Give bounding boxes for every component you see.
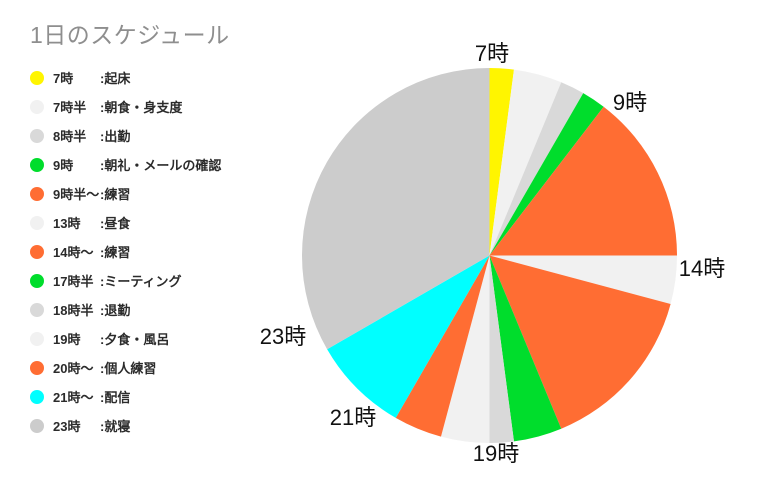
legend-item-activity: :夕食・風呂 (100, 332, 170, 347)
legend-item-time: 9時 (53, 158, 74, 173)
legend-item-activity: :起床 (100, 71, 131, 86)
legend-item-activity: :朝食・身支度 (100, 100, 183, 115)
legend-color-dot (30, 302, 44, 317)
legend-color-dot (30, 360, 44, 375)
pie-label-21h: 21時 (329, 405, 377, 430)
legend-item: 8時半 :出勤 (30, 121, 221, 150)
legend-item: 9時 :朝礼・メールの確認 (30, 150, 221, 179)
legend-item-time: 17時半 (53, 274, 94, 289)
legend-item: 18時半 :退勤 (30, 295, 221, 324)
legend-item-time: 7時 (53, 71, 74, 86)
legend-item-activity: :配信 (100, 390, 131, 405)
legend-color-dot (30, 186, 44, 201)
chart-title: 1日のスケジュール (30, 22, 230, 48)
legend-item: 19時 :夕食・風呂 (30, 324, 221, 353)
legend: 7時 :起床 7時半 :朝食・身支度 8時半 :出勤 9時 :朝礼・メールの確認… (30, 63, 221, 440)
pie-label-23h: 23時 (259, 324, 307, 349)
legend-item-activity: :ミーティング (100, 274, 182, 289)
legend-item-activity: :個人練習 (100, 361, 157, 376)
legend-item-activity: :退勤 (100, 303, 131, 318)
legend-item-time: 14時〜 (53, 245, 94, 260)
legend-color-dot (30, 215, 44, 230)
pie-label-14h: 14時 (678, 256, 726, 281)
legend-color-dot (30, 157, 44, 172)
legend-item-time: 8時半 (53, 129, 87, 144)
legend-color-dot (30, 389, 44, 404)
legend-item: 7時半 :朝食・身支度 (30, 92, 221, 121)
legend-item-time: 13時 (53, 216, 81, 231)
legend-item-time: 9時半〜 (53, 187, 100, 202)
legend-item-activity: :出勤 (100, 129, 131, 144)
legend-item-time: 20時〜 (53, 361, 94, 376)
legend-color-dot (30, 70, 44, 85)
pie-slice-起床 (489, 68, 514, 256)
legend-item: 20時〜 :個人練習 (30, 353, 221, 382)
legend-item: 7時 :起床 (30, 63, 221, 92)
pie-label-9h: 9時 (612, 90, 648, 115)
legend-item-time: 19時 (53, 332, 81, 347)
legend-item-time: 23時 (53, 419, 81, 434)
legend-item-activity: :昼食 (100, 216, 131, 231)
legend-item: 23時 :就寝 (30, 411, 221, 440)
pie-slice-昼食 (489, 255, 677, 305)
legend-color-dot (30, 128, 44, 143)
legend-item-activity: :練習 (100, 187, 131, 202)
pie-slice-ミーティング (489, 255, 562, 442)
pie-slice-退勤 (489, 255, 514, 443)
legend-color-dot (30, 244, 44, 259)
legend-item: 13時 :昼食 (30, 208, 221, 237)
pie-slice-出勤 (489, 82, 584, 256)
legend-item-time: 21時〜 (53, 390, 94, 405)
pie-slice-練習 (489, 106, 677, 256)
pie-slice-就寝 (301, 67, 490, 350)
legend-item: 9時半〜 :練習 (30, 179, 221, 208)
legend-color-dot (30, 331, 44, 346)
legend-color-dot (30, 99, 44, 114)
legend-item-time: 7時半 (53, 100, 87, 115)
legend-item: 21時〜 :配信 (30, 382, 221, 411)
legend-item: 17時半 :ミーティング (30, 266, 221, 295)
legend-color-dot (30, 273, 44, 288)
legend-item-time: 18時半 (53, 303, 94, 318)
legend-item-activity: :朝礼・メールの確認 (100, 158, 222, 173)
pie-slice-朝食・身支度 (489, 69, 562, 256)
pie-slice-練習 (489, 255, 671, 429)
pie-slice-朝礼・メールの確認 (489, 93, 604, 256)
legend-item: 14時〜 :練習 (30, 237, 221, 266)
pie-slice-個人練習 (395, 255, 490, 437)
pie-label-7h: 7時 (474, 41, 510, 66)
pie-slice-配信 (327, 255, 490, 418)
pie-slice-夕食・風呂 (440, 255, 490, 443)
legend-item-activity: :練習 (100, 245, 131, 260)
legend-item-activity: :就寝 (100, 419, 131, 434)
legend-color-dot (30, 418, 44, 433)
pie-label-19h: 19時 (472, 441, 520, 466)
